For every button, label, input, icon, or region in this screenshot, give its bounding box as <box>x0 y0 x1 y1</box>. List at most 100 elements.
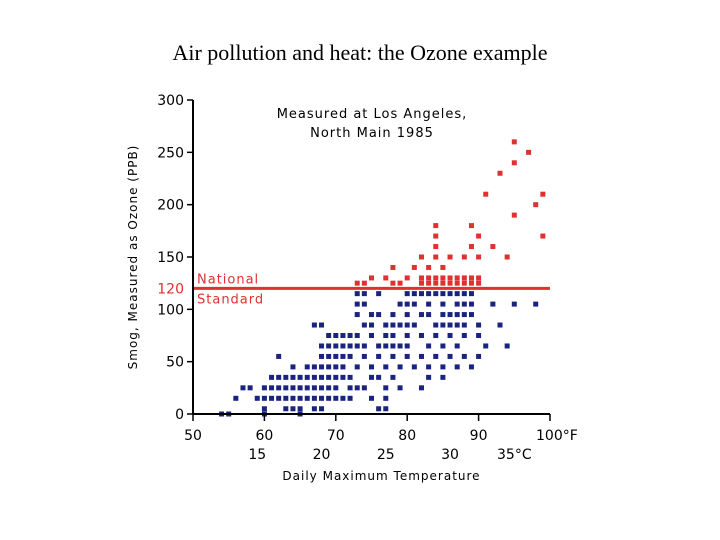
data-point-below <box>276 385 282 391</box>
data-point-below <box>383 333 389 338</box>
data-point-below <box>468 301 474 307</box>
data-point-below <box>319 395 325 401</box>
data-point-below <box>390 333 396 338</box>
data-point-above <box>511 160 517 166</box>
threshold-tick-label: 120 <box>157 281 184 297</box>
data-point-below <box>290 406 296 412</box>
data-point-above <box>426 275 432 281</box>
data-point-below <box>311 406 317 412</box>
data-point-above <box>433 275 439 281</box>
data-point-below <box>426 374 432 380</box>
data-point-below <box>376 312 382 318</box>
data-point-below <box>333 364 339 370</box>
data-point-below <box>383 364 389 370</box>
data-point-below <box>283 406 289 412</box>
data-point-below <box>319 364 325 370</box>
data-point-below <box>397 385 403 391</box>
data-point-above <box>418 254 424 260</box>
x-tick-label: 100°F <box>536 428 578 444</box>
data-point-below <box>454 291 460 297</box>
y-tick-label: 50 <box>166 355 184 371</box>
data-point-below <box>340 374 346 380</box>
data-point-above <box>383 275 389 281</box>
x-axis-label: Daily Maximum Temperature <box>282 469 480 483</box>
data-point-below <box>369 322 374 328</box>
data-point-above <box>369 275 374 281</box>
data-point-above <box>433 280 439 286</box>
data-point-below <box>490 301 496 307</box>
national-standard-label: Standard <box>197 292 264 307</box>
data-point-below <box>461 322 467 328</box>
data-point-below <box>319 406 325 412</box>
data-point-below <box>440 364 446 370</box>
data-point-below <box>383 343 389 349</box>
data-point-below <box>261 406 267 412</box>
data-point-above <box>361 280 367 286</box>
data-point-above <box>433 254 439 260</box>
data-point-below <box>426 364 432 370</box>
scatter-points <box>219 139 546 417</box>
data-point-below <box>269 395 275 401</box>
data-point-below <box>447 322 453 328</box>
data-point-below <box>347 395 353 401</box>
celsius-tick-label: 35°C <box>497 447 532 463</box>
data-point-below <box>354 333 360 338</box>
data-point-below <box>297 406 303 412</box>
data-point-above <box>476 275 482 281</box>
y-tick-label: 200 <box>157 198 184 214</box>
data-point-below <box>447 312 453 318</box>
x-tick-label: 80 <box>398 428 416 444</box>
data-point-below <box>483 343 489 349</box>
data-point-above <box>540 191 546 197</box>
data-point-above <box>454 280 460 286</box>
data-point-below <box>369 374 374 380</box>
data-point-below <box>326 364 332 370</box>
data-point-below <box>440 291 446 297</box>
data-point-below <box>333 374 339 380</box>
data-point-below <box>447 353 453 359</box>
data-point-below <box>361 322 367 328</box>
data-point-below <box>390 343 396 349</box>
data-point-below <box>426 312 432 318</box>
data-point-below <box>376 291 382 297</box>
data-point-below <box>354 301 360 307</box>
data-point-below <box>311 322 317 328</box>
data-point-above <box>461 275 467 281</box>
data-point-below <box>304 385 310 391</box>
data-point-above <box>404 275 410 281</box>
data-point-below <box>354 385 360 391</box>
data-point-below <box>326 395 332 401</box>
data-point-below <box>476 333 482 338</box>
data-point-below <box>290 374 296 380</box>
data-point-below <box>533 301 539 307</box>
data-point-below <box>440 322 446 328</box>
data-point-below <box>311 364 317 370</box>
data-point-below <box>426 291 432 297</box>
data-point-below <box>476 353 482 359</box>
data-point-above <box>426 280 432 286</box>
data-point-below <box>333 343 339 349</box>
data-point-above <box>433 223 439 229</box>
data-point-below <box>369 333 374 338</box>
data-point-above <box>418 280 424 286</box>
data-point-below <box>390 322 396 328</box>
data-point-below <box>404 333 410 338</box>
data-point-below <box>404 312 410 318</box>
data-point-below <box>433 353 439 359</box>
data-point-below <box>340 353 346 359</box>
data-point-below <box>304 374 310 380</box>
data-point-below <box>340 364 346 370</box>
x-tick-label: 70 <box>327 428 345 444</box>
data-point-below <box>454 322 460 328</box>
data-point-below <box>283 395 289 401</box>
data-point-below <box>461 312 467 318</box>
y-tick-label: 250 <box>157 145 184 161</box>
data-point-below <box>276 395 282 401</box>
data-point-below <box>361 353 367 359</box>
data-point-below <box>433 333 439 338</box>
data-point-below <box>433 322 439 328</box>
data-point-below <box>269 374 275 380</box>
data-point-above <box>447 275 453 281</box>
data-point-below <box>383 385 389 391</box>
data-point-below <box>311 395 317 401</box>
